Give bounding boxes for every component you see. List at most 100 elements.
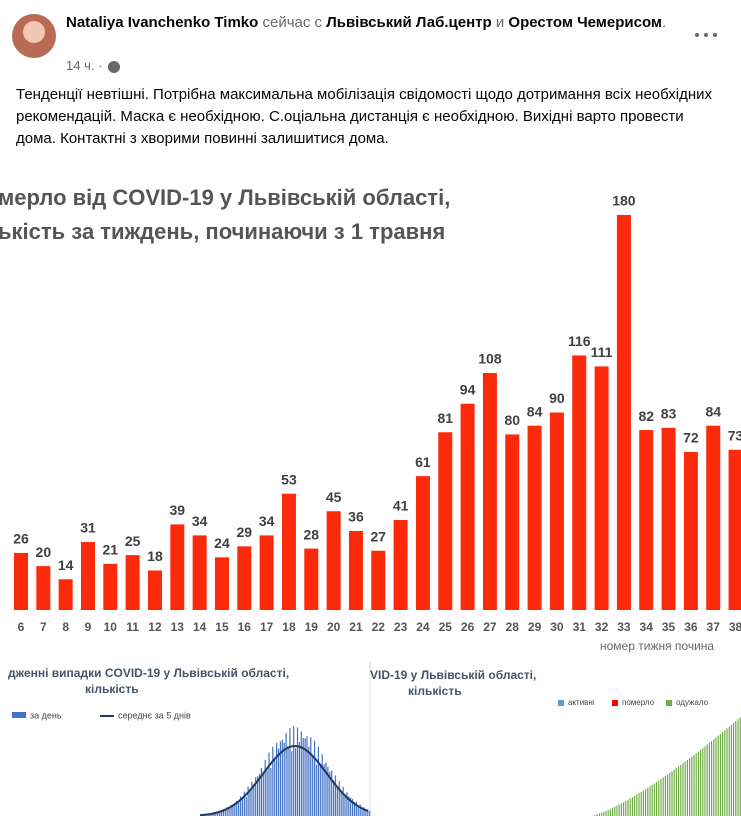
bar — [259, 535, 274, 610]
x-tick-label: 20 — [327, 620, 341, 634]
thumb-bar — [312, 756, 314, 816]
bar — [371, 550, 386, 610]
bar — [438, 432, 453, 610]
thumb-bar — [369, 810, 371, 816]
bar — [326, 511, 341, 610]
value-label: 81 — [437, 410, 453, 426]
value-label: 94 — [460, 381, 476, 397]
thumb-bar — [226, 807, 228, 816]
thumb-bar — [669, 772, 671, 816]
thumb-bar — [262, 771, 264, 816]
x-tick-label: 12 — [148, 620, 162, 634]
bar — [639, 430, 654, 610]
legend-swatch — [12, 712, 26, 718]
thumb-bar — [340, 792, 342, 816]
thumb-bar — [304, 738, 306, 816]
thumb-bar — [704, 746, 706, 816]
bar — [103, 563, 118, 610]
value-label: 14 — [58, 557, 74, 573]
thumb-bar — [739, 717, 741, 816]
x-tick-label: 33 — [617, 620, 631, 634]
value-label: 53 — [281, 471, 297, 487]
value-label: 25 — [125, 533, 141, 549]
thumb-bar — [700, 749, 702, 816]
thumb-bar — [220, 811, 223, 816]
thumb-bar — [329, 771, 331, 816]
tag[interactable]: Львівський Лаб.центр — [326, 14, 492, 31]
thumb-bar — [243, 791, 245, 816]
tag[interactable]: Орестом Чемерисом — [508, 14, 663, 31]
bar — [706, 425, 721, 610]
chart-title: ькість за тиждень, починаючи з 1 травня — [0, 219, 445, 244]
thumb-bar — [722, 732, 724, 816]
thumb-bar — [715, 737, 717, 816]
thumb-bar — [618, 804, 620, 816]
thumb-bar — [310, 737, 312, 816]
thumb-bar — [658, 780, 660, 816]
thumb-bar — [642, 790, 644, 816]
bar — [415, 476, 430, 610]
x-tick-label: 27 — [483, 620, 497, 634]
thumb-bar — [735, 720, 737, 816]
bar — [192, 535, 207, 610]
thumb-bar — [651, 784, 653, 816]
x-axis-title: номер тижня почина — [600, 639, 714, 653]
bar — [549, 412, 564, 610]
value-label: 73 — [728, 428, 741, 444]
thumb-bar — [616, 805, 618, 816]
thumb-bar — [346, 792, 348, 816]
value-label: 36 — [348, 509, 364, 525]
bar — [572, 355, 587, 610]
value-label: 180 — [612, 193, 636, 209]
value-label: 34 — [192, 513, 208, 529]
thumb-bar — [664, 775, 666, 816]
thumb-bar — [264, 759, 266, 816]
menu-dot[interactable] — [704, 33, 708, 37]
chart-image[interactable]: мерло від COVID-19 у Львівській області,… — [0, 185, 741, 661]
thumb-bar — [298, 742, 300, 816]
thumb-bg[interactable] — [372, 662, 741, 816]
thumb-bar — [228, 807, 230, 816]
thumb-bar — [287, 746, 289, 816]
timestamp[interactable]: 14 ч. — [66, 58, 95, 73]
legend-label: померло — [622, 698, 655, 707]
legend-swatch — [666, 700, 672, 706]
thumb-bar — [300, 731, 302, 816]
thumb-bar — [308, 746, 310, 816]
thumb-bar — [236, 800, 238, 816]
thumb-bar — [649, 786, 651, 816]
thumb-bar — [636, 794, 638, 816]
value-label: 84 — [705, 403, 721, 419]
thumb-bar — [257, 776, 259, 816]
x-tick-label: 16 — [238, 620, 252, 634]
x-tick-label: 32 — [595, 620, 609, 634]
thumb-bar — [245, 796, 247, 816]
thumb-bar — [689, 758, 691, 816]
bar — [147, 570, 162, 610]
bar — [482, 373, 497, 610]
legend-label: за день — [30, 710, 62, 720]
bar — [683, 452, 698, 610]
x-tick-label: 9 — [85, 620, 92, 634]
period: . — [662, 14, 667, 31]
thumb-bar — [697, 751, 699, 816]
thumb-title: VID-19 у Львівській області, — [370, 668, 536, 682]
bar — [281, 493, 296, 610]
thumb-bar — [629, 798, 631, 816]
avatar-face — [23, 21, 45, 43]
thumb-bar — [319, 763, 321, 816]
post-meta: 14 ч. · — [66, 58, 102, 73]
globe-icon — [108, 61, 120, 73]
value-label: 72 — [683, 430, 699, 446]
x-tick-label: 8 — [62, 620, 69, 634]
thumb-bar — [327, 766, 329, 816]
author[interactable]: Nataliya Ivanchenko Timko — [66, 14, 259, 31]
value-label: 41 — [393, 498, 409, 514]
x-tick-label: 38 — [729, 620, 741, 634]
menu-dot[interactable] — [713, 33, 717, 37]
menu-dot[interactable] — [695, 33, 699, 37]
thumb-bar — [283, 742, 285, 816]
thumb-bar — [325, 762, 327, 816]
bar — [393, 520, 408, 610]
